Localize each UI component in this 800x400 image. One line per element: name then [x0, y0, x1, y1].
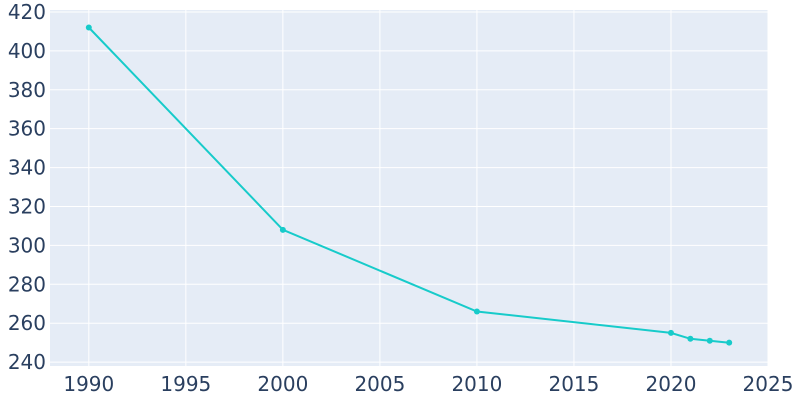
y-tick-label: 280 [8, 272, 46, 296]
x-tick-label: 1990 [63, 372, 114, 396]
tick-labels: 1990 1995 2000 2005 2010 2015 2020 2025 240 260 28… [8, 0, 794, 396]
data-point [687, 335, 694, 342]
series-layer [85, 24, 733, 346]
x-tick-label: 2025 [743, 372, 794, 396]
y-tick-label: 360 [8, 117, 46, 141]
x-tick-label: 2020 [646, 372, 697, 396]
x-tick-label: 2005 [354, 372, 405, 396]
y-tick-label: 240 [8, 350, 46, 374]
data-point [473, 308, 480, 315]
data-point [279, 226, 286, 233]
data-point [667, 329, 674, 336]
y-tick-label: 300 [8, 233, 46, 257]
data-point [706, 337, 713, 344]
x-tick-label: 2000 [257, 372, 308, 396]
grid [50, 10, 769, 366]
x-tick-label: 1995 [160, 372, 211, 396]
y-tick-label: 420 [8, 0, 46, 24]
plot-background [50, 10, 768, 366]
y-tick-label: 260 [8, 311, 46, 335]
y-tick-label: 340 [8, 156, 46, 180]
y-tick-label: 320 [8, 194, 46, 218]
y-tick-label: 380 [8, 78, 46, 102]
data-point [726, 339, 733, 346]
y-tick-label: 400 [8, 39, 46, 63]
x-tick-label: 2015 [548, 372, 599, 396]
x-tick-label: 2010 [451, 372, 502, 396]
data-point [85, 24, 92, 31]
